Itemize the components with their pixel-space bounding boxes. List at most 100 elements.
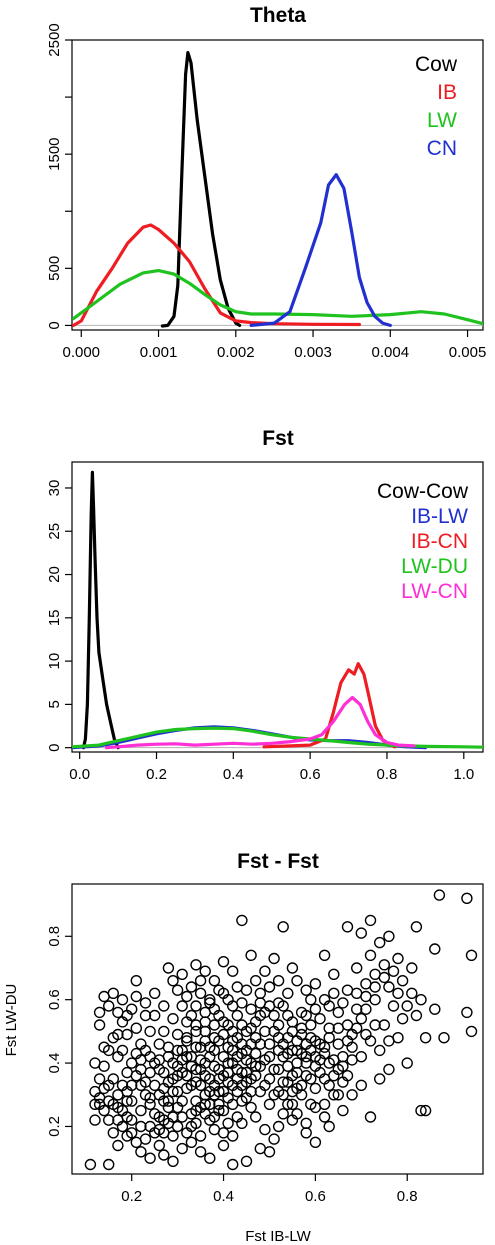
scatter-point [190,1019,202,1031]
scatter-point [295,1079,308,1092]
scatter-point [396,1013,409,1025]
scatter-point [268,1089,280,1101]
scatter-point [360,1003,372,1015]
scatter-point [378,971,390,984]
scatter-point [226,1158,239,1171]
scatter-point [461,1006,473,1019]
x-tick-label: 0.003 [294,344,332,361]
scatter-point [167,1013,179,1025]
scatter-point [240,1066,253,1079]
scatter-point [98,990,110,1003]
scatter-point [277,1000,289,1012]
scatter-point [135,1054,147,1066]
y-tick-label: 500 [46,256,63,281]
x-tick-label: 0.8 [377,766,398,783]
scatter-point [328,1069,340,1082]
scatter-point [332,1006,344,1019]
scatter-point [245,949,257,961]
y-tick-label: 0.8 [46,926,63,947]
density-line-ib [72,223,361,327]
scatter-point [208,1123,221,1136]
scatter-point [305,1019,317,1031]
density-line-ib-cn [262,662,397,749]
scatter-point [364,914,377,927]
scatter-point [204,994,216,1006]
scatter-point [153,1139,166,1152]
scatter-point [199,965,211,977]
scatter-point [300,1117,312,1130]
scatter-point [419,1031,432,1044]
scatter-point [415,994,427,1006]
scatter-point [121,1028,133,1041]
scatter-point [245,1038,257,1050]
scatter-point [314,1038,326,1050]
scatter-point [328,1089,340,1101]
scatter-point [217,956,230,968]
scatter-point [167,1073,179,1085]
scatter-point [355,1013,367,1025]
scatter-point [286,1098,299,1111]
scatter-point [309,978,322,990]
scatter-point [309,1003,322,1015]
scatter-point [263,1038,276,1050]
scatter-point [323,1031,335,1044]
y-tick-label: 0.6 [46,989,63,1010]
scatter-point [181,1127,193,1139]
scatter-point [135,1079,147,1092]
scatter-point [341,1035,354,1047]
scatter-point [401,1057,413,1069]
scatter-point [314,1013,326,1025]
scatter-point [245,1101,257,1114]
scatter-point [240,984,253,996]
scatter-point [249,1060,262,1072]
scatter-point [181,1031,193,1044]
scatter-point [171,984,184,996]
y-tick-label: 10 [46,653,63,670]
scatter-point [268,1063,280,1076]
scatter-point [226,1057,239,1069]
scatter-point [222,994,234,1006]
scatter-point [121,1111,133,1123]
scatter-point [332,1038,344,1050]
scatter-point [263,1098,276,1111]
scatter-point [341,1019,354,1031]
scatter-point [148,1057,161,1069]
scatter-point [148,987,161,999]
scatter-point [383,1063,395,1076]
scatter-point [144,1066,156,1079]
scatter-point [98,1060,110,1072]
scatter-point [107,1127,120,1139]
scatter-point [102,1000,115,1012]
x-tick-label: 0.2 [146,766,167,783]
scatter-point [249,975,262,987]
scatter-point [167,975,179,987]
legend-entry-lw-cn: LW-CN [401,580,468,603]
x-tick-label: 1.0 [453,766,474,783]
scatter-point [176,1142,188,1155]
scatter-point [236,1117,248,1130]
scatter-point [369,1019,381,1031]
theta-panel: Theta 0.000 0.001 0.002 0.003 0.004 0.005 0 500… [46,4,486,361]
scatter-point [171,1028,184,1041]
x-tick-label: 0.2 [121,1188,142,1205]
scatter-point [318,1098,331,1111]
scatter-point [217,1050,230,1063]
x-axis-label: Fst IB-LW [245,1228,311,1245]
scatter-point [158,1000,170,1012]
scatter-point [226,1130,239,1142]
y-tick-label: 1500 [46,137,63,170]
scatter-point [240,1155,253,1168]
scatter-point [383,930,395,942]
scatter-point [277,921,289,933]
scatter-point [84,1158,97,1171]
scatter-point [245,1003,257,1015]
scatter-point [217,1104,230,1117]
scatter-point [139,1044,152,1057]
theta-title: Theta [250,4,306,27]
scatter-point [144,1098,156,1111]
scatter-point [369,994,381,1006]
scatter-point [314,1054,326,1066]
scatter-point [208,1111,221,1123]
y-tick-label: 5 [46,700,63,708]
scatter-point [231,1073,244,1085]
